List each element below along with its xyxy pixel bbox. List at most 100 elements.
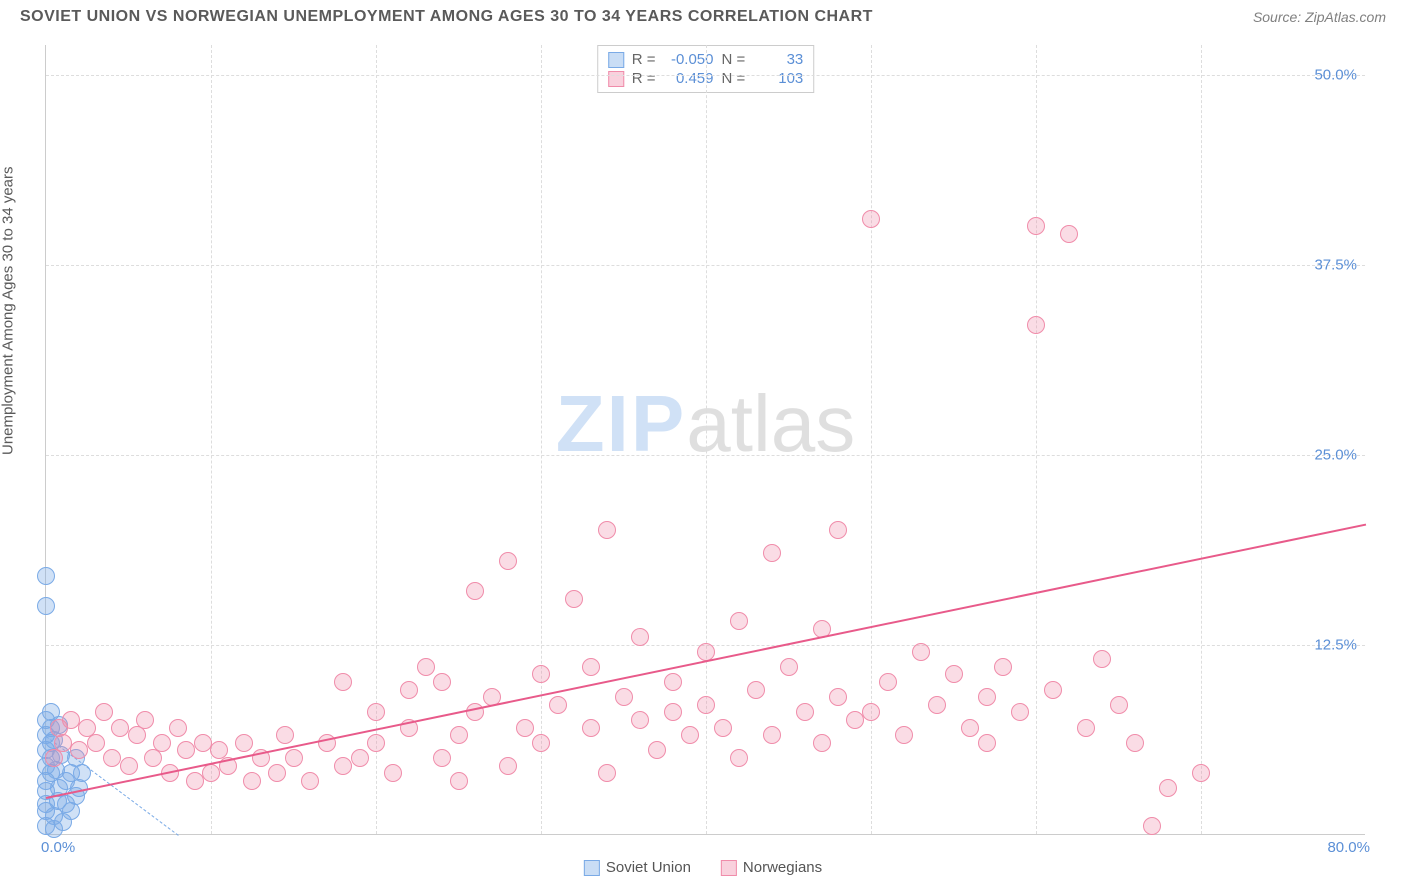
data-point (829, 688, 847, 706)
data-point (780, 658, 798, 676)
data-point (796, 703, 814, 721)
data-point (582, 719, 600, 737)
data-point (565, 590, 583, 608)
data-point (730, 612, 748, 630)
data-point (1027, 316, 1045, 334)
swatch-icon (584, 860, 600, 876)
data-point (433, 673, 451, 691)
data-point (928, 696, 946, 714)
data-point (111, 719, 129, 737)
chart-title: SOVIET UNION VS NORWEGIAN UNEMPLOYMENT A… (20, 8, 873, 26)
data-point (466, 582, 484, 600)
data-point (450, 726, 468, 744)
data-point (351, 749, 369, 767)
data-point (1093, 650, 1111, 668)
data-point (598, 764, 616, 782)
data-point (829, 521, 847, 539)
vgridline (1201, 45, 1202, 834)
data-point (945, 665, 963, 683)
data-point (862, 703, 880, 721)
data-point (417, 658, 435, 676)
data-point (681, 726, 699, 744)
data-point (664, 703, 682, 721)
y-tick-label: 50.0% (1314, 67, 1357, 84)
data-point (1011, 703, 1029, 721)
data-point (549, 696, 567, 714)
data-point (697, 696, 715, 714)
data-point (648, 741, 666, 759)
data-point (912, 643, 930, 661)
data-point (37, 597, 55, 615)
data-point (1126, 734, 1144, 752)
data-point (54, 734, 72, 752)
data-point (367, 734, 385, 752)
data-point (202, 764, 220, 782)
data-point (582, 658, 600, 676)
data-point (813, 734, 831, 752)
data-point (268, 764, 286, 782)
data-point (978, 734, 996, 752)
vgridline (706, 45, 707, 834)
legend-item-norwegian: Norwegians (721, 859, 822, 876)
vgridline (1036, 45, 1037, 834)
data-point (136, 711, 154, 729)
data-point (631, 628, 649, 646)
data-point (285, 749, 303, 767)
data-point (1077, 719, 1095, 737)
data-point (153, 734, 171, 752)
data-point (862, 210, 880, 228)
data-point (1027, 217, 1045, 235)
data-point (120, 757, 138, 775)
data-point (334, 673, 352, 691)
data-point (177, 741, 195, 759)
data-point (301, 772, 319, 790)
data-point (169, 719, 187, 737)
data-point (714, 719, 732, 737)
data-point (384, 764, 402, 782)
data-point (747, 681, 765, 699)
data-point (1192, 764, 1210, 782)
data-point (994, 658, 1012, 676)
data-point (516, 719, 534, 737)
y-tick-label: 37.5% (1314, 257, 1357, 274)
data-point (895, 726, 913, 744)
data-point (243, 772, 261, 790)
data-point (978, 688, 996, 706)
data-point (276, 726, 294, 744)
data-point (87, 734, 105, 752)
data-point (1110, 696, 1128, 714)
y-tick-label: 12.5% (1314, 637, 1357, 654)
data-point (235, 734, 253, 752)
data-point (532, 665, 550, 683)
data-point (763, 726, 781, 744)
y-axis-label: Unemployment Among Ages 30 to 34 years (0, 166, 17, 455)
chart-container: Unemployment Among Ages 30 to 34 years Z… (0, 30, 1406, 880)
data-point (499, 757, 517, 775)
data-point (532, 734, 550, 752)
data-point (334, 757, 352, 775)
data-point (450, 772, 468, 790)
swatch-icon (721, 860, 737, 876)
data-point (631, 711, 649, 729)
data-point (95, 703, 113, 721)
vgridline (211, 45, 212, 834)
x-tick-max: 80.0% (1327, 839, 1370, 856)
data-point (730, 749, 748, 767)
data-point (433, 749, 451, 767)
data-point (367, 703, 385, 721)
data-point (1044, 681, 1062, 699)
legend-item-soviet: Soviet Union (584, 859, 691, 876)
data-point (37, 567, 55, 585)
data-point (615, 688, 633, 706)
data-point (1143, 817, 1161, 835)
data-point (846, 711, 864, 729)
swatch-icon (608, 71, 624, 87)
n-value-soviet: 33 (753, 51, 803, 68)
data-point (499, 552, 517, 570)
data-point (70, 741, 88, 759)
y-tick-label: 25.0% (1314, 447, 1357, 464)
data-point (961, 719, 979, 737)
data-point (1159, 779, 1177, 797)
data-point (62, 711, 80, 729)
data-point (103, 749, 121, 767)
